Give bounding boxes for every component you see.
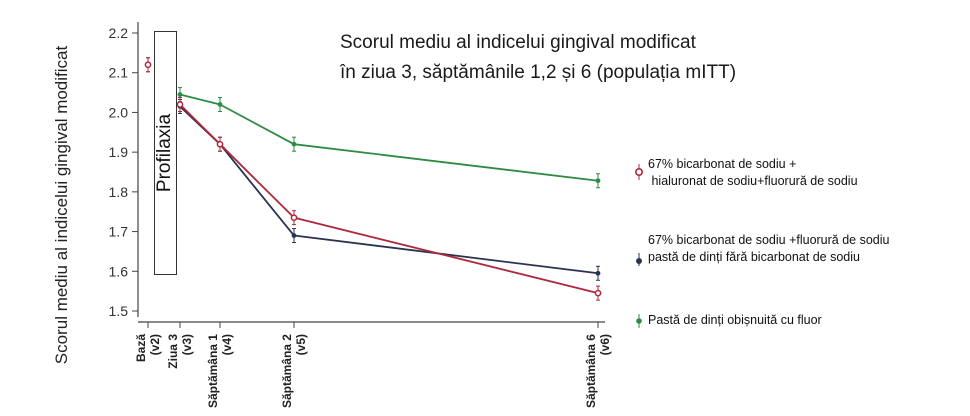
chart-title-line-1: Scorul mediu al indicelui gingival modif… [340, 32, 696, 53]
legend-label-1: 67% bicarbonat de sodiu + hialuronat de … [648, 157, 858, 188]
data-point-series-3 [217, 102, 223, 107]
legend-marker-1 [635, 164, 644, 180]
legend-item-1: 67% bicarbonat de sodiu + hialuronat de … [630, 156, 858, 190]
prophylaxis-box [154, 31, 177, 275]
x-tick-label: Săptămâna 1 [206, 334, 220, 408]
data-point-series-2 [291, 233, 297, 238]
x-tick-sublabel: (v4) [220, 334, 234, 355]
y-tick-label: 1.5 [109, 303, 129, 319]
y-tick-label: 2.1 [109, 65, 129, 81]
legend-label-3: Pastă de dinți obișnuită cu fluor [648, 313, 822, 327]
x-tick-sublabel: (v2) [148, 334, 162, 355]
y-tick-label: 1.9 [109, 144, 129, 160]
y-tick-label: 1.8 [109, 184, 129, 200]
x-tick-label-group: Săptămâna 6 (v6) [584, 334, 612, 408]
y-tick-label: 2.2 [109, 25, 129, 41]
series-line-1 [179, 103, 599, 295]
data-point-series-1 [594, 289, 602, 297]
x-tick-label: Bază [134, 334, 148, 362]
series-line-3 [179, 93, 599, 182]
legend-item-2: 67% bicarbonat de sodiu +fluorură de sod… [630, 232, 890, 266]
x-tick-label: Săptămâna 6 [584, 334, 598, 408]
x-tick-sublabel: (v6) [598, 334, 612, 355]
data-point-series-3 [177, 92, 183, 97]
data-point-series-1 [176, 101, 184, 108]
legend-label-2: 67% bicarbonat de sodiu +fluorură de sod… [648, 233, 890, 264]
x-tick-label: Săptămâna 2 [280, 334, 294, 408]
x-tick-label-group: Ziua 3 (v3) [166, 334, 194, 369]
x-tick-label-group: Săptămâna 1 (v4) [206, 334, 234, 408]
x-tick-label-group: Bază (v2) [134, 334, 162, 362]
series-line-2 [179, 105, 599, 275]
data-point-series-1 [144, 61, 152, 69]
y-tick-label: 1.7 [109, 224, 129, 240]
y-axis-label: Scorul mediu al indicelui gingival modif… [52, 45, 71, 365]
chart-title-line-2: în ziua 3, săptămânile 1,2 și 6 (populaț… [340, 62, 737, 83]
y-tick-label: 1.6 [109, 263, 129, 279]
prophylaxis-label: Profilaxia [154, 113, 175, 193]
x-tick-sublabel: (v3) [180, 334, 194, 355]
legend-item-3: Pastă de dinți obișnuită cu fluor [630, 312, 822, 332]
data-point-series-1 [216, 140, 224, 148]
data-point-series-2 [595, 270, 601, 276]
y-tick-label: 2.0 [109, 104, 129, 120]
legend-marker-2 [636, 253, 642, 266]
x-tick-label-group: Săptămâna 2 (v5) [280, 334, 308, 408]
data-point-series-1 [290, 214, 298, 222]
legend-marker-3 [636, 314, 642, 328]
data-point-series-3 [595, 178, 601, 184]
data-point-series-3 [291, 141, 297, 147]
x-tick-sublabel: (v5) [294, 334, 308, 355]
x-tick-label: Ziua 3 [166, 334, 180, 369]
